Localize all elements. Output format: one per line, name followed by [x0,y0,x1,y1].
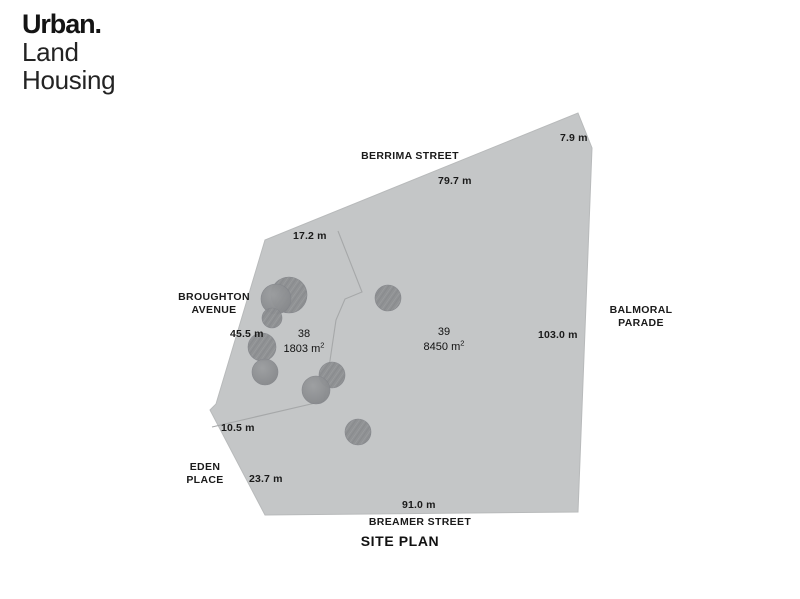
street-label-berrima: BERRIMA STREET [360,150,460,163]
lot-39-area-value: 8450 [423,340,449,353]
lot-label-39: 39 8450 m2 [398,325,490,355]
dimension-berrima: 79.7 m [438,175,472,187]
tree-canopy [374,284,402,312]
dimension-balmoral: 103.0 m [538,329,578,341]
logo-line-urban: Urban. [22,9,102,39]
lot-label-38: 38 1803 m2 [258,327,350,357]
street-label-balmoral: BALMORAL PARADE [588,304,694,331]
tree-canopy [301,375,331,405]
lot-38-number: 38 [297,328,311,340]
lot-39-area: 8450 m2 [398,338,490,355]
logo-line-housing: Housing [22,64,116,95]
tree-canopy-group [247,276,402,446]
street-label-balmoral-line2: PARADE [618,317,664,330]
lot-39-number: 39 [437,326,451,338]
page-title: SITE PLAN [360,533,440,549]
tree-canopy [251,358,279,386]
parcel-outline [209,112,593,516]
brand-logo: Urban. Land Housing [22,10,242,95]
street-label-breamer-line1: BREAMER STREET [368,516,472,528]
dimension-sw-splay: 10.5 m [221,422,255,434]
logo-line-land: Land [22,36,79,67]
street-label-broughton: BROUGHTON AVENUE [158,291,270,318]
lot-38-area-value: 1803 [283,342,309,355]
tree-canopy [344,418,372,446]
lot-boundary-38-39 [323,230,363,402]
street-label-berrima-line1: BERRIMA STREET [361,150,459,162]
lot-38-area-unit: m [311,342,321,355]
lot-39-area-unit: m [451,340,461,353]
dimension-breamer: 91.0 m [402,499,436,511]
street-label-eden: EDEN PLACE [165,461,245,488]
dimension-eden: 23.7 m [249,473,283,485]
dimension-nw-splay: 17.2 m [293,230,327,242]
street-label-eden-line1: EDEN [189,461,221,473]
lot-38-area-exponent: 2 [320,340,325,350]
lot-38-area: 1803 m2 [258,340,350,357]
street-label-balmoral-line1: BALMORAL [609,304,673,316]
street-label-breamer: BREAMER STREET [330,516,510,529]
street-label-eden-line2: PLACE [186,474,224,487]
dimension-ne-splay: 7.9 m [560,132,588,144]
street-label-broughton-line1: BROUGHTON [178,291,250,303]
lot-boundary-south [211,400,325,428]
street-label-broughton-line2: AVENUE [191,304,237,317]
tree-canopy [261,307,283,329]
lot-39-area-exponent: 2 [460,338,465,348]
dimension-broughton: 45.5 m [230,328,264,340]
